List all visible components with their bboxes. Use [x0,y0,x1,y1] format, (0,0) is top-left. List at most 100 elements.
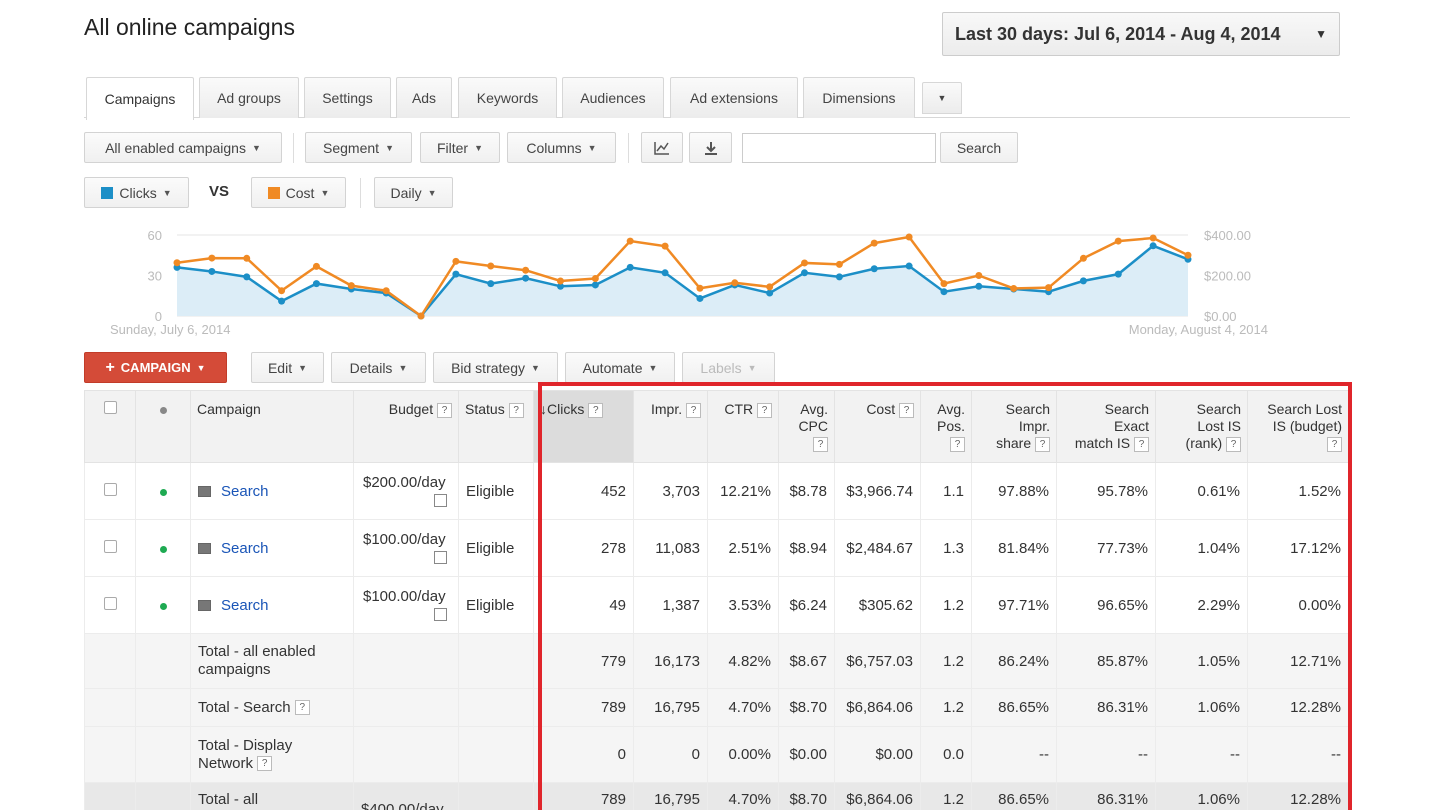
cost-data-point[interactable] [661,242,669,250]
cost-data-point[interactable] [1114,237,1122,245]
tab-audiences[interactable]: Audiences [562,77,664,118]
help-icon[interactable]: ? [950,436,965,452]
row-checkbox[interactable] [103,482,117,496]
cost-data-point[interactable] [347,282,355,290]
clicks-data-point[interactable] [1114,270,1122,278]
help-icon[interactable]: ? [1226,436,1241,452]
cost-data-point[interactable] [243,254,251,262]
budget-column-header[interactable]: Budget ? [353,390,459,463]
help-icon[interactable]: ? [813,436,828,452]
clicks-data-point[interactable] [1149,242,1157,250]
metric1-dropdown[interactable]: Clicks ▼ [84,177,189,208]
search-impr-share-column-header[interactable]: Search Impr. share ? [971,390,1057,463]
campaign-scope-dropdown[interactable]: All enabled campaigns ▼ [84,132,282,163]
select-all-checkbox[interactable] [103,401,117,414]
date-range-selector[interactable]: Last 30 days: Jul 6, 2014 - Aug 4, 2014 … [942,12,1340,56]
metric2-dropdown[interactable]: Cost ▼ [251,177,346,208]
clicks-data-point[interactable] [835,273,843,281]
help-icon[interactable]: ? [257,756,273,772]
cost-data-point[interactable] [1045,284,1053,292]
help-icon[interactable]: ? [588,402,604,418]
edit-dropdown[interactable]: Edit ▼ [251,352,324,383]
cost-data-point[interactable] [487,262,495,270]
impr-column-header[interactable]: Impr. ? [633,390,708,463]
tab-keywords[interactable]: Keywords [458,77,557,118]
cost-data-point[interactable] [801,259,809,267]
clicks-data-point[interactable] [208,267,216,275]
cost-data-point[interactable] [905,233,913,241]
labels-dropdown[interactable]: Labels ▼ [682,352,775,383]
cost-data-point[interactable] [278,287,286,295]
clicks-data-point[interactable] [696,294,704,302]
more-tabs-button[interactable]: ▼ [922,82,962,114]
tab-ads[interactable]: Ads [396,77,452,118]
cost-data-point[interactable] [975,272,983,279]
help-icon[interactable]: ? [294,700,310,716]
clicks-data-point[interactable] [278,297,286,305]
avg-pos-column-header[interactable]: Avg. Pos.? [920,390,972,463]
cost-data-point[interactable] [940,280,948,288]
search-exact-match-column-header[interactable]: Search Exact match IS ? [1056,390,1156,463]
cost-data-point[interactable] [312,262,320,270]
cost-data-point[interactable] [208,254,216,262]
clicks-data-point[interactable] [487,280,495,288]
avg-cpc-column-header[interactable]: Avg. CPC? [778,390,835,463]
clicks-data-point[interactable] [626,263,634,271]
help-icon[interactable]: ? [757,402,772,418]
row-checkbox[interactable] [103,596,117,610]
tab-dimensions[interactable]: Dimensions [803,77,915,118]
campaign-link[interactable]: Search [221,539,269,557]
tab-campaigns[interactable]: Campaigns [86,77,194,120]
budget-chart-icon[interactable] [434,607,447,621]
help-icon[interactable]: ? [686,402,701,418]
cost-data-point[interactable] [1149,234,1157,242]
help-icon[interactable]: ? [437,402,452,418]
download-button[interactable] [689,132,732,163]
clicks-data-point[interactable] [243,273,251,281]
cost-data-point[interactable] [626,237,634,245]
tab-ad-extensions[interactable]: Ad extensions [670,77,798,118]
tab-ad-groups[interactable]: Ad groups [199,77,299,118]
clicks-data-point[interactable] [452,270,460,278]
clicks-data-point[interactable] [870,265,878,273]
clicks-data-point[interactable] [661,269,669,277]
campaign-column-header[interactable]: Campaign [190,390,354,463]
enabled-dot-icon[interactable] [159,545,167,553]
help-icon[interactable]: ? [508,402,524,418]
search-button[interactable]: Search [940,132,1018,163]
details-dropdown[interactable]: Details ▼ [331,352,426,383]
cost-data-point[interactable] [835,260,843,268]
cost-data-point[interactable] [591,275,599,283]
campaign-link[interactable]: Search [221,482,269,500]
clicks-data-point[interactable] [940,288,948,296]
clicks-column-header[interactable]: ↓Clicks ? [533,390,634,463]
budget-chart-icon[interactable] [434,550,447,564]
cost-data-point[interactable] [452,257,460,265]
automate-dropdown[interactable]: Automate ▼ [565,352,675,383]
cost-data-point[interactable] [173,259,181,267]
help-icon[interactable]: ? [1035,436,1050,452]
cost-data-point[interactable] [522,266,530,274]
enabled-dot-icon[interactable] [159,488,167,496]
chart-toggle-button[interactable] [641,132,683,163]
clicks-data-point[interactable] [801,269,809,277]
filter-dropdown[interactable]: Filter ▼ [420,132,500,163]
campaign-link[interactable]: Search [221,596,269,614]
cost-data-point[interactable] [382,287,390,295]
cost-data-point[interactable] [731,279,739,287]
help-icon[interactable]: ? [899,402,914,418]
ctr-column-header[interactable]: CTR ? [707,390,779,463]
cost-data-point[interactable] [1184,251,1192,259]
cost-data-point[interactable] [1079,254,1087,262]
bid-strategy-dropdown[interactable]: Bid strategy ▼ [433,352,558,383]
search-lost-budget-column-header[interactable]: Search Lost IS (budget)? [1247,390,1349,463]
clicks-data-point[interactable] [975,282,983,290]
segment-dropdown[interactable]: Segment ▼ [305,132,412,163]
help-icon[interactable]: ? [1134,436,1149,452]
columns-dropdown[interactable]: Columns ▼ [507,132,616,163]
cost-column-header[interactable]: Cost ? [834,390,921,463]
clicks-data-point[interactable] [312,280,320,288]
row-checkbox[interactable] [103,539,117,553]
clicks-data-point[interactable] [1079,277,1087,285]
clicks-data-point[interactable] [591,281,599,289]
